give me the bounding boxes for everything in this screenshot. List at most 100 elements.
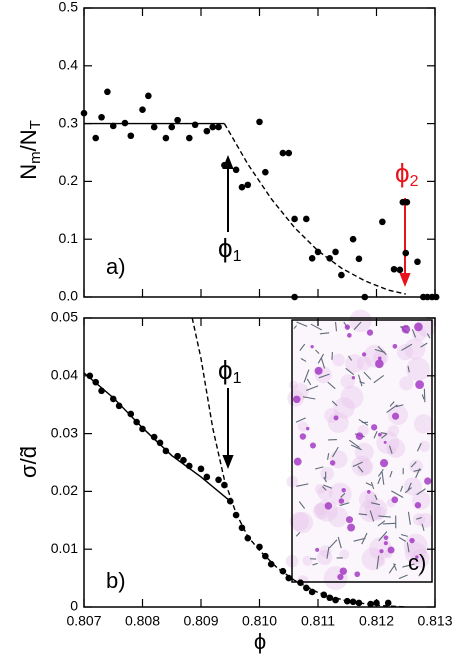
inset-fiber — [300, 358, 307, 362]
data-point — [361, 293, 369, 301]
inset-fiber — [303, 369, 310, 383]
data-point — [256, 118, 263, 126]
inset-haze — [406, 357, 430, 382]
data-point — [162, 134, 170, 142]
data-point — [308, 588, 316, 596]
ylabel-part: /N — [16, 129, 41, 151]
data-point — [285, 149, 293, 157]
inset-fiber — [373, 374, 385, 384]
data-point — [262, 168, 269, 176]
inset-haze — [364, 498, 388, 521]
inset-fiber — [420, 342, 428, 348]
inset-fiber — [299, 343, 306, 351]
inset-fiber — [312, 562, 318, 566]
inset-fiber — [411, 329, 417, 338]
inset-fiber — [374, 494, 378, 501]
inset-label: c) — [408, 550, 426, 575]
inset-haze — [358, 490, 378, 509]
inset-haze — [396, 344, 414, 361]
data-point — [221, 161, 228, 169]
inset-haze — [316, 549, 333, 566]
inset-blob — [415, 380, 425, 390]
inset-blob — [355, 432, 364, 441]
data-point — [98, 387, 105, 395]
data-point — [279, 149, 287, 157]
inset-blob — [315, 547, 320, 552]
inset-fiber — [293, 325, 297, 329]
data-point — [104, 88, 111, 96]
data-point — [133, 418, 140, 426]
inset-haze — [288, 380, 299, 390]
inset-blob — [329, 460, 336, 466]
inset-fiber — [416, 443, 422, 452]
data-point — [355, 255, 363, 263]
data-point — [232, 511, 240, 519]
data-point — [379, 218, 386, 226]
data-point — [349, 235, 357, 243]
data-point — [174, 452, 181, 460]
phi: ϕ — [218, 233, 233, 263]
inset-blob — [344, 324, 351, 330]
data-point — [197, 465, 205, 473]
inset-haze — [387, 425, 400, 437]
inset-fiber — [334, 321, 338, 332]
data-point — [396, 266, 404, 274]
x-axis-label: ϕ — [254, 629, 266, 654]
inset-fiber — [365, 482, 372, 486]
inset-fiber — [389, 401, 395, 407]
inset-haze — [289, 511, 309, 532]
y-tick-label: 0.5 — [59, 0, 79, 15]
inset-fiber — [376, 555, 380, 570]
inset-haze — [412, 513, 426, 526]
inset-blob — [409, 537, 415, 544]
inset-blob — [414, 502, 422, 509]
inset-fiber — [296, 321, 308, 327]
data-point — [127, 132, 135, 140]
inset-blob — [379, 459, 389, 468]
data-point — [424, 293, 431, 301]
inset-blob — [293, 457, 302, 466]
inset-blob — [379, 549, 384, 554]
inset-haze — [354, 442, 374, 462]
data-point — [326, 594, 334, 602]
inset-fiber — [353, 321, 362, 331]
inset-blob — [367, 490, 371, 494]
data-point — [349, 598, 357, 606]
inset-fiber — [327, 381, 336, 390]
inset-fiber — [332, 446, 339, 458]
inset-blob — [387, 546, 395, 554]
inset-fiber — [410, 461, 417, 468]
inset-fiber — [348, 355, 353, 361]
inset-fiber — [388, 563, 396, 574]
inset-fiber — [377, 520, 386, 527]
data-point — [332, 248, 339, 256]
inset-haze — [365, 491, 378, 505]
inset-fiber — [370, 481, 375, 490]
data-point — [256, 543, 263, 551]
inset-blob — [337, 573, 344, 581]
inset-fiber — [358, 513, 368, 516]
inset-fiber — [400, 485, 404, 492]
y-axis-label: Nm/NT — [16, 120, 44, 180]
data-point — [150, 123, 158, 131]
inset-fiber — [393, 563, 397, 571]
inset-fiber — [319, 332, 330, 335]
inset-haze — [356, 356, 372, 371]
inset-blob — [392, 343, 398, 349]
inset-haze — [332, 353, 345, 367]
inset-haze — [340, 385, 364, 409]
fit-line — [223, 123, 406, 295]
inset-blob — [351, 376, 356, 380]
inset-haze — [327, 412, 349, 433]
ylabel-sub: T — [27, 120, 44, 129]
data-point — [285, 574, 293, 582]
inset-blob — [299, 433, 307, 440]
inset-fiber — [345, 367, 355, 376]
data-point — [127, 410, 135, 418]
inset-fiber — [317, 353, 325, 364]
inset-blob — [361, 352, 367, 357]
inset-blob — [338, 498, 345, 504]
inset-haze — [418, 440, 430, 452]
inset-fiber — [320, 357, 326, 369]
